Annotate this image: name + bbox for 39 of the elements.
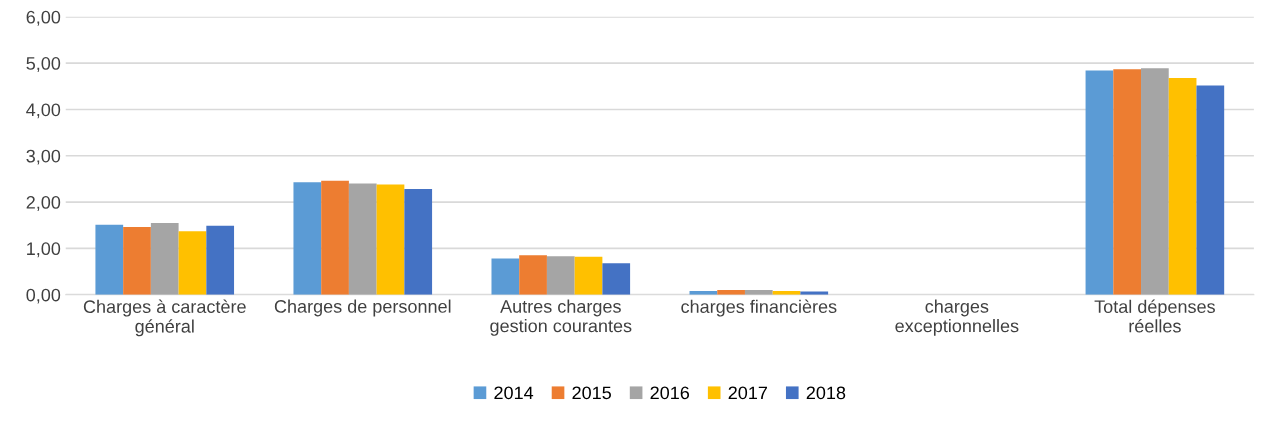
bar <box>1168 77 1197 295</box>
bar <box>546 256 575 295</box>
bar <box>150 222 179 295</box>
bar <box>348 183 377 295</box>
x-tick-label: Charges de personnel <box>274 299 451 317</box>
bar <box>123 227 151 295</box>
x-tick-label: charges financières <box>681 299 837 317</box>
y-tick-label: 1,00 <box>27 242 61 258</box>
y-tick-label: 5,00 <box>26 57 61 72</box>
bar <box>321 180 349 295</box>
bar <box>574 256 603 295</box>
x-tick-label: Total dépenses réelles <box>1094 299 1215 333</box>
bar <box>602 263 631 295</box>
y-tick-label: 2,00 <box>26 196 61 211</box>
y-tick-label: 3,00 <box>26 149 61 165</box>
bar <box>491 258 520 295</box>
bar <box>376 184 405 295</box>
x-tick-label: charges exceptionnelles <box>895 299 1019 336</box>
legend-label: 2018 <box>806 386 846 400</box>
legend-label: 2016 <box>650 386 690 400</box>
legend-label: 2014 <box>494 386 534 400</box>
bar <box>1141 68 1169 295</box>
bar <box>178 231 207 295</box>
bar <box>1085 70 1114 295</box>
bar <box>293 182 322 295</box>
bar <box>519 255 547 295</box>
x-tick-label: Charges à caractère général <box>83 299 246 337</box>
bar <box>206 225 235 295</box>
x-tick-label: Autres charges gestion courantes <box>490 299 632 336</box>
legend-label: 2017 <box>728 386 767 400</box>
bar <box>1113 69 1142 295</box>
bar <box>800 291 829 295</box>
y-tick-label: 6,00 <box>26 10 61 26</box>
y-tick-label: 0,00 <box>26 288 61 304</box>
y-tick-label: 4,00 <box>26 103 61 119</box>
bar <box>1196 85 1225 295</box>
legend-label: 2015 <box>572 386 611 400</box>
bar <box>95 224 124 295</box>
bar <box>404 189 433 295</box>
